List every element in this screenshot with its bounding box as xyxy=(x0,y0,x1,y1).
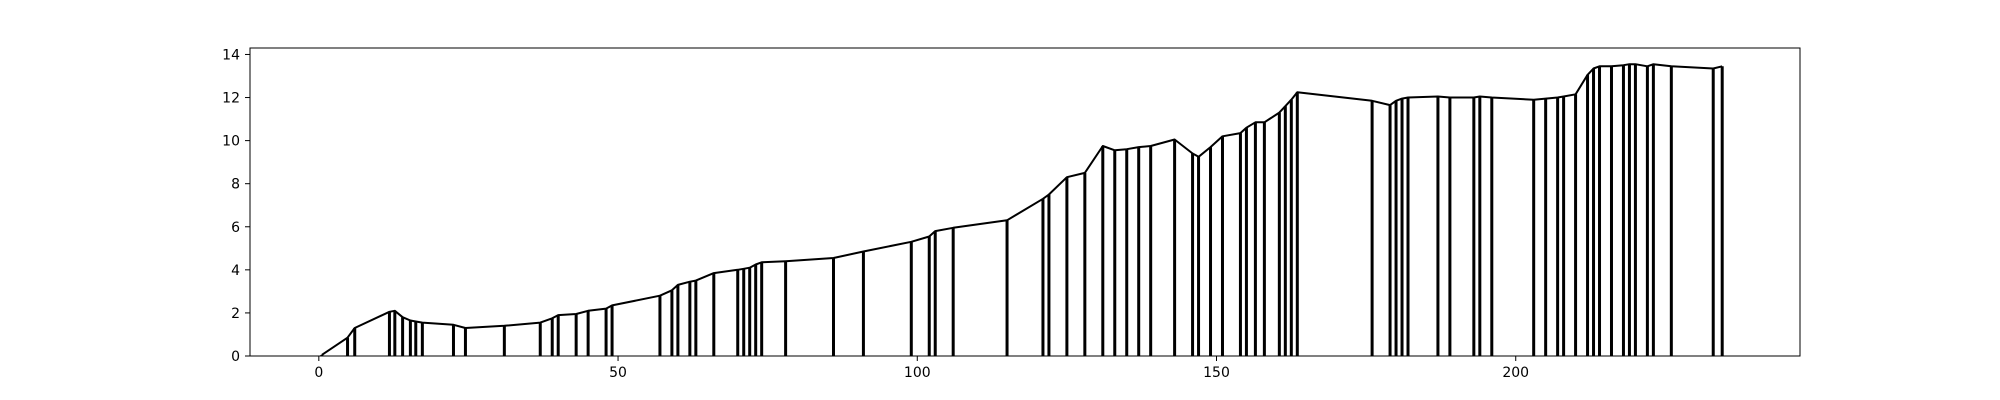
plot-area xyxy=(320,63,1724,356)
y-tick-label: 2 xyxy=(231,306,240,322)
x-tick-label: 150 xyxy=(1203,365,1230,381)
y-tick-label: 12 xyxy=(222,91,240,107)
y-tick-label: 4 xyxy=(231,263,240,279)
x-tick-label: 50 xyxy=(609,365,627,381)
y-tick-label: 10 xyxy=(222,134,240,150)
y-tick-label: 0 xyxy=(231,349,240,365)
y-tick-label: 14 xyxy=(222,47,240,63)
x-tick-label: 0 xyxy=(314,365,323,381)
x-tick-label: 200 xyxy=(1502,365,1529,381)
y-tick-label: 6 xyxy=(231,220,240,236)
plot-frame xyxy=(249,47,1801,357)
y-tick-label: 8 xyxy=(231,177,240,193)
series-line xyxy=(321,63,1723,356)
axes: 0 50 100 150 200 0 2 4 6 8 10 12 14 xyxy=(222,47,1801,381)
x-tick-label: 100 xyxy=(904,365,931,381)
